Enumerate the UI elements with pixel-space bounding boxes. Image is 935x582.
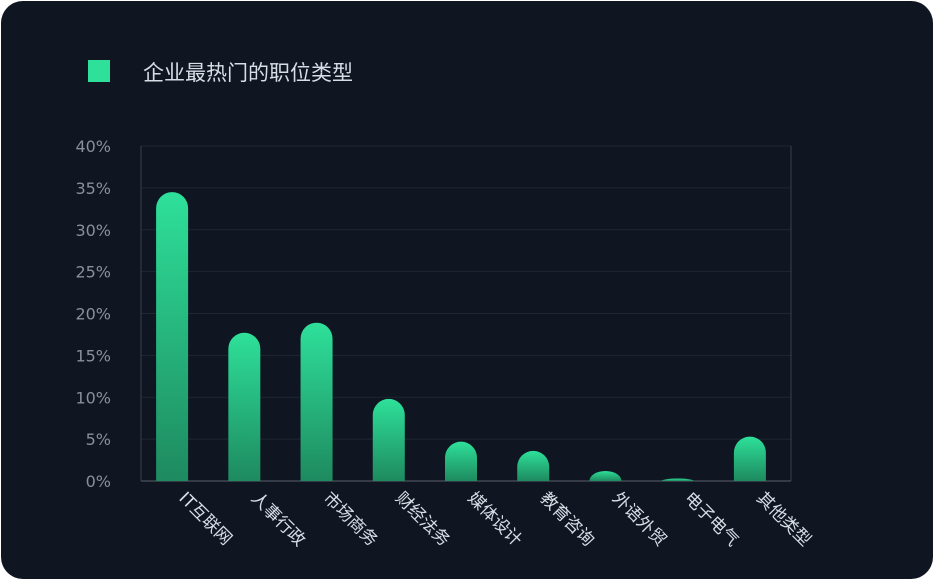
y-tick-label: 40% — [75, 137, 111, 156]
bar-3 — [300, 322, 333, 481]
y-tick-label: 5% — [86, 430, 111, 449]
x-tick-label: 媒体设计 — [463, 488, 525, 550]
y-tick-label: 25% — [75, 263, 111, 282]
bar-9 — [733, 436, 766, 481]
bar-4 — [372, 398, 405, 481]
y-tick-label: 20% — [75, 305, 111, 324]
legend-label: 企业最热门的职位类型 — [143, 61, 353, 85]
x-tick-label: IT互联网 — [175, 488, 236, 549]
bar-7 — [589, 470, 622, 481]
y-tick-label: 35% — [75, 179, 111, 198]
x-tick-label: 市场商务 — [319, 488, 381, 550]
x-tick-label: 电子电气 — [680, 488, 742, 550]
x-tick-label: 人事行政 — [247, 488, 309, 550]
legend-swatch — [88, 60, 110, 82]
x-tick-label: 教育咨询 — [536, 488, 598, 550]
y-tick-label: 30% — [75, 221, 111, 240]
y-tick-label: 0% — [86, 472, 111, 491]
bar-6 — [517, 450, 550, 481]
y-tick-label: 15% — [75, 346, 111, 365]
bar-8 — [661, 478, 694, 481]
bars — [156, 192, 766, 481]
bar-1 — [156, 192, 189, 481]
x-axis-labels: IT互联网 人事行政 市场商务 财经法务 媒体设计 教育咨询 外语外贸 电子电气 其他类型 — [175, 488, 815, 550]
x-tick-label: 外语外贸 — [608, 488, 670, 550]
bar-2 — [228, 332, 261, 481]
y-tick-label: 10% — [75, 388, 111, 407]
bar-5 — [445, 441, 477, 481]
x-tick-label: 其他类型 — [752, 488, 814, 550]
x-tick-label: 财经法务 — [391, 488, 453, 550]
y-axis-ticks: 0% 5% 10% 15% 20% 25% 30% 35% 40% — [75, 137, 111, 491]
